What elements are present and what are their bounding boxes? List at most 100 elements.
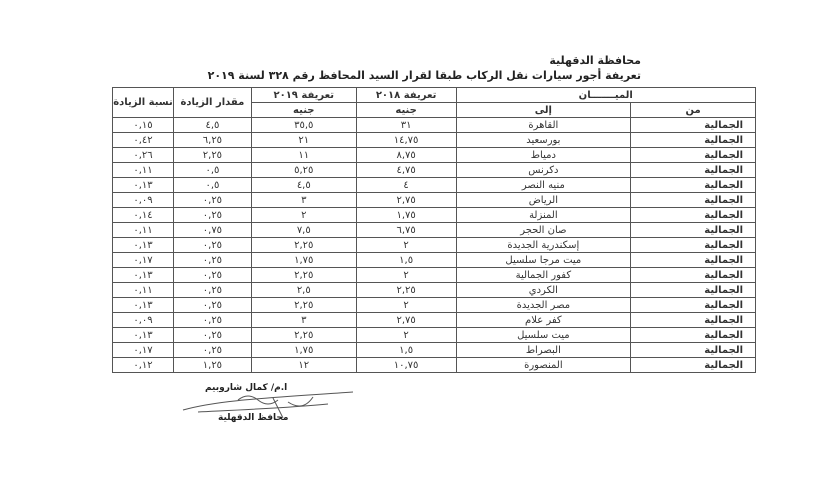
tariff-2019-cell: ٢,٢٥ bbox=[250, 297, 357, 313]
table-row: الجمالية كفر علام ٢,٧٥ ٣ ٠,٢٥ ٠,٠٩ bbox=[112, 312, 756, 328]
increase-ratio-cell: ٠,١٣ bbox=[112, 237, 174, 253]
tariff-2019-cell: ٢,٢٥ bbox=[250, 327, 357, 343]
to-cell: دكرنس bbox=[455, 162, 632, 178]
increase-amount-cell: ٠,٢٥ bbox=[172, 327, 252, 343]
increase-ratio-cell: ٠,١٧ bbox=[112, 342, 174, 358]
tariff-2019-cell: ٢,٢٥ bbox=[250, 267, 357, 283]
unit-2018-header: جنيه bbox=[355, 102, 457, 118]
table-row: الجمالية منيه النصر ٤ ٤,٥ ٠,٥ ٠,١٣ bbox=[112, 177, 756, 193]
tariff-2019-cell: ٥,٢٥ bbox=[250, 162, 357, 178]
increase-ratio-cell: ٠,٢٦ bbox=[112, 147, 174, 163]
increase-ratio-cell: ٠,١٣ bbox=[112, 327, 174, 343]
to-cell: منيه النصر bbox=[455, 177, 632, 193]
tariff-2018-cell: ٢ bbox=[355, 327, 457, 343]
route-header: الميـــــــان bbox=[455, 87, 757, 103]
to-cell: بورسعيد bbox=[455, 132, 632, 148]
to-cell: القاهرة bbox=[455, 117, 632, 133]
increase-ratio-header: نسبة الزيادة bbox=[112, 87, 174, 118]
from-cell: الجمالية bbox=[630, 177, 756, 193]
tariff-2018-cell: ١٠,٧٥ bbox=[355, 357, 457, 373]
increase-amount-cell: ٠,٥ bbox=[172, 177, 252, 193]
increase-ratio-cell: ٠,٠٩ bbox=[112, 192, 174, 208]
tariff-2019-cell: ٤,٥ bbox=[250, 177, 357, 193]
table-row: الجمالية الرياض ٢,٧٥ ٣ ٠,٢٥ ٠,٠٩ bbox=[112, 192, 756, 208]
from-cell: الجمالية bbox=[630, 357, 756, 373]
increase-ratio-cell: ٠,١٣ bbox=[112, 297, 174, 313]
from-cell: الجمالية bbox=[630, 207, 756, 223]
to-cell: دمياط bbox=[455, 147, 632, 163]
increase-ratio-cell: ٠,١٧ bbox=[112, 252, 174, 268]
from-cell: الجمالية bbox=[630, 267, 756, 283]
tariff-2018-cell: ٢ bbox=[355, 297, 457, 313]
from-cell: الجمالية bbox=[630, 282, 756, 298]
table-row: الجمالية الكردي ٢,٢٥ ٢,٥ ٠,٢٥ ٠,١١ bbox=[112, 282, 756, 298]
unit-2019-header: جنيه bbox=[250, 102, 357, 118]
tariff-2018-cell: ١,٥ bbox=[355, 342, 457, 358]
increase-amount-cell: ٠,٢٥ bbox=[172, 267, 252, 283]
signatory-name: ا.م/ كمال شاروبيم bbox=[205, 383, 288, 393]
from-cell: الجمالية bbox=[630, 252, 756, 268]
tariff-2018-cell: ١,٥ bbox=[355, 252, 457, 268]
increase-ratio-cell: ٠,١٤ bbox=[112, 207, 174, 223]
to-cell: المنصورة bbox=[455, 357, 632, 373]
tariff-2018-cell: ٤ bbox=[355, 177, 457, 193]
to-cell: البصراط bbox=[455, 342, 632, 358]
tariff-2019-cell: ٢,٢٥ bbox=[250, 237, 357, 253]
tariff-2019-cell: ٢ bbox=[250, 207, 357, 223]
increase-ratio-cell: ٠,١٣ bbox=[112, 177, 174, 193]
tariff-2018-cell: ٢ bbox=[355, 267, 457, 283]
table-row: الجمالية ميت مرجا سلسيل ١,٥ ١,٧٥ ٠,٢٥ ٠,١٧ bbox=[112, 252, 756, 268]
to-cell: ميت مرجا سلسيل bbox=[455, 252, 632, 268]
tariff-2019-header: تعريفة ٢٠١٩ bbox=[250, 87, 357, 103]
table-row: الجمالية البصراط ١,٥ ١,٧٥ ٠,٢٥ ٠,١٧ bbox=[112, 342, 756, 358]
increase-amount-cell: ٢,٢٥ bbox=[172, 147, 252, 163]
increase-amount-cell: ٠,٧٥ bbox=[172, 222, 252, 238]
tariff-2019-cell: ٣٥,٥ bbox=[250, 117, 357, 133]
from-cell: الجمالية bbox=[630, 327, 756, 343]
tariff-2018-cell: ١,٧٥ bbox=[355, 207, 457, 223]
table-row: الجمالية صان الحجر ٦,٧٥ ٧,٥ ٠,٧٥ ٠,١١ bbox=[112, 222, 756, 238]
increase-amount-cell: ٠,٥ bbox=[172, 162, 252, 178]
tariff-2018-cell: ١٤,٧٥ bbox=[355, 132, 457, 148]
table-row: الجمالية القاهرة ٣١ ٣٥,٥ ٤,٥ ٠,١٥ bbox=[112, 117, 756, 133]
table-row: الجمالية المنصورة ١٠,٧٥ ١٢ ١,٢٥ ٠,١٢ bbox=[112, 357, 756, 373]
to-cell: كفور الجمالية bbox=[455, 267, 632, 283]
increase-amount-cell: ٦,٢٥ bbox=[172, 132, 252, 148]
document-title: تعريفة أجور سيارات نقل الركاب طبقا لقرار… bbox=[207, 69, 641, 82]
increase-ratio-cell: ٠,١١ bbox=[112, 282, 174, 298]
increase-amount-cell: ١,٢٥ bbox=[172, 357, 252, 373]
tariff-2018-header: تعريفة ٢٠١٨ bbox=[355, 87, 457, 103]
to-cell: الكردي bbox=[455, 282, 632, 298]
increase-amount-cell: ٠,٢٥ bbox=[172, 237, 252, 253]
increase-ratio-cell: ٠,١٥ bbox=[112, 117, 174, 133]
signatory-title: محافظ الدقهلية bbox=[218, 413, 289, 423]
from-cell: الجمالية bbox=[630, 237, 756, 253]
tariff-table: الميـــــــان تعريفة ٢٠١٨ تعريفة ٢٠١٩ مق… bbox=[112, 87, 757, 373]
from-cell: الجمالية bbox=[630, 297, 756, 313]
to-cell: المنزلة bbox=[455, 207, 632, 223]
tariff-2018-cell: ٢,٧٥ bbox=[355, 312, 457, 328]
increase-amount-cell: ٠,٢٥ bbox=[172, 297, 252, 313]
tariff-2018-cell: ٦,٧٥ bbox=[355, 222, 457, 238]
tariff-2019-cell: ١١ bbox=[250, 147, 357, 163]
increase-ratio-cell: ٠,١٢ bbox=[112, 357, 174, 373]
signature-scribble bbox=[182, 391, 354, 419]
governorate-heading: محافظة الدقهلية bbox=[549, 54, 641, 67]
to-cell: ميت سلسيل bbox=[455, 327, 632, 343]
tariff-2018-cell: ٢ bbox=[355, 237, 457, 253]
tariff-2019-cell: ٢,٥ bbox=[250, 282, 357, 298]
to-cell: صان الحجر bbox=[455, 222, 632, 238]
increase-ratio-cell: ٠,١١ bbox=[112, 162, 174, 178]
tariff-2019-cell: ١,٧٥ bbox=[250, 342, 357, 358]
increase-amount-cell: ٠,٢٥ bbox=[172, 342, 252, 358]
from-cell: الجمالية bbox=[630, 192, 756, 208]
tariff-2018-cell: ٢,٧٥ bbox=[355, 192, 457, 208]
tariff-2019-cell: ١,٧٥ bbox=[250, 252, 357, 268]
table-row: الجمالية ميت سلسيل ٢ ٢,٢٥ ٠,٢٥ ٠,١٣ bbox=[112, 327, 756, 343]
tariff-2018-cell: ٢,٢٥ bbox=[355, 282, 457, 298]
increase-amount-cell: ٠,٢٥ bbox=[172, 207, 252, 223]
from-cell: الجمالية bbox=[630, 312, 756, 328]
increase-ratio-cell: ٠,٤٢ bbox=[112, 132, 174, 148]
increase-amount-header: مقدار الزيادة bbox=[172, 87, 252, 118]
to-cell: مصر الجديدة bbox=[455, 297, 632, 313]
